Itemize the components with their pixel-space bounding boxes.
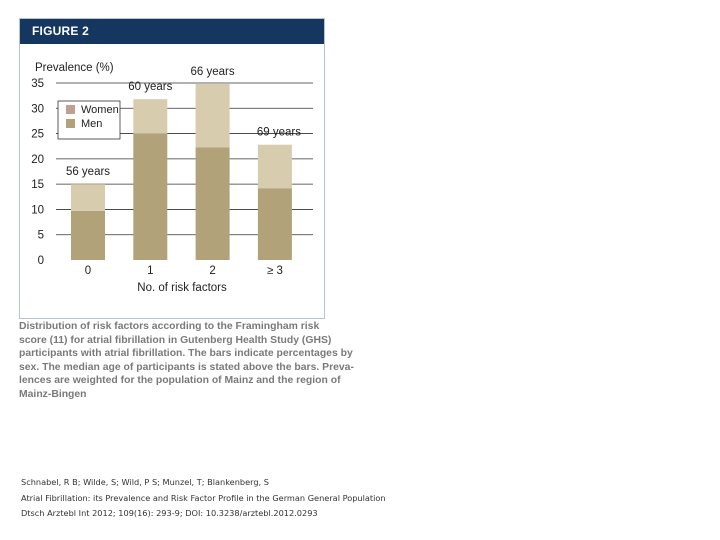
caption-line: lences are weighted for the population o…: [19, 375, 341, 386]
citation-reference: Dtsch Arztebl Int 2012; 109(16): 293-9; …: [21, 508, 318, 518]
bar-segment-men-3: [257, 188, 292, 260]
bar-segment-men-2: [195, 147, 230, 260]
x-axis-label: No. of risk factors: [137, 282, 227, 294]
caption-line: score (11) for atrial fibrillation in Gu…: [19, 334, 332, 346]
bar-age-label: 69 years: [257, 127, 301, 139]
y-tick-label: 10: [31, 204, 44, 216]
y-tick-label: 15: [31, 179, 44, 191]
legend: Women Men: [57, 100, 121, 140]
legend-label-women: Women: [81, 104, 119, 116]
y-tick-label: 35: [31, 78, 44, 90]
y-tick-label: 20: [31, 154, 44, 166]
x-tick-label: 0: [85, 265, 91, 277]
y-axis-label: Prevalence (%): [35, 62, 114, 74]
legend-swatch-men: [66, 119, 75, 128]
y-tick-label: 25: [31, 129, 44, 141]
x-tick-label: 1: [147, 265, 153, 277]
y-tick-label: 30: [31, 103, 44, 115]
bars: [71, 84, 292, 260]
caption-line: Mainz-Bingen: [19, 388, 87, 400]
bar-age-label: 56 years: [66, 166, 110, 178]
bar-segment-women-1: [133, 99, 168, 134]
citation: Schnabel, R B; Wilde, S; Wild, P S; Munz…: [21, 475, 386, 522]
citation-authors: Schnabel, R B; Wilde, S; Wild, P S; Munz…: [21, 477, 269, 487]
figure-caption: Distribution of risk factors according t…: [19, 320, 354, 401]
bar-segment-women-2: [195, 84, 230, 148]
x-tick-label: 2: [209, 265, 215, 277]
bar-segment-women-0: [71, 184, 105, 211]
bar-segment-women-3: [257, 144, 292, 189]
y-tick-label: 5: [38, 230, 44, 242]
x-tick-labels: 0 1 2 ≥ 3: [85, 265, 283, 277]
y-tick-label: 0: [38, 255, 44, 267]
bar-labels: 56 years 60 years 66 years 69 years: [66, 66, 301, 178]
citation-title: Atrial Fibrillation: its Prevalence and …: [21, 492, 386, 503]
caption-line: participants with atrial fibrillation. T…: [19, 348, 353, 359]
bar-age-label: 66 years: [191, 66, 235, 78]
caption-line: Distribution of risk factors according t…: [19, 321, 320, 332]
bar-segment-men-1: [133, 133, 168, 260]
figure-header: FIGURE 2: [20, 19, 324, 44]
legend-label-men: Men: [81, 118, 102, 130]
bar-age-label: 60 years: [128, 81, 172, 93]
bar-segment-men-0: [71, 210, 105, 260]
legend-swatch-women: [66, 105, 75, 114]
x-tick-label: ≥ 3: [267, 265, 283, 277]
figure-label: FIGURE 2: [32, 24, 89, 38]
caption-line: sex. The median age of participants is s…: [19, 361, 354, 373]
y-tick-labels: 0 5 10 15 20 25 30 35: [31, 78, 44, 267]
